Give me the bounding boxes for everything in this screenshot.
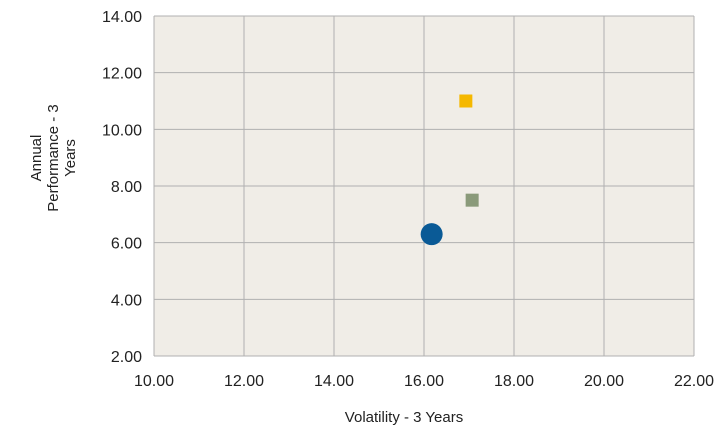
y-tick-label: 10.00 xyxy=(102,122,142,139)
grid-lines xyxy=(153,15,695,357)
data-point-square xyxy=(459,94,473,108)
x-tick-label: 20.00 xyxy=(584,373,624,390)
y-axis-title-line: Annual xyxy=(28,135,45,182)
y-axis-title-line: Performance - 3 xyxy=(45,104,62,212)
data-point-square xyxy=(465,193,479,207)
y-axis-title: AnnualPerformance - 3Years xyxy=(28,104,79,212)
x-tick-label: 18.00 xyxy=(494,373,534,390)
x-tick-label: 16.00 xyxy=(404,373,444,390)
y-tick-label: 6.00 xyxy=(111,236,142,253)
y-axis-title-line: Years xyxy=(62,139,79,177)
data-point-circle xyxy=(420,223,443,246)
y-tick-label: 8.00 xyxy=(111,179,142,196)
x-axis-title: Volatility - 3 Years xyxy=(345,409,463,426)
x-tick-label: 12.00 xyxy=(224,373,264,390)
data-points xyxy=(420,94,479,246)
y-tick-label: 12.00 xyxy=(102,66,142,83)
x-tick-label: 10.00 xyxy=(134,373,174,390)
y-tick-label: 2.00 xyxy=(111,349,142,366)
y-tick-label: 4.00 xyxy=(111,292,142,309)
x-tick-label: 22.00 xyxy=(674,373,714,390)
y-tick-label: 14.00 xyxy=(102,9,142,26)
x-axis-ticks: 10.00 12.00 14.00 16.00 18.00 20.00 22.00 xyxy=(134,373,714,390)
y-axis-ticks: 2.00 4.00 6.00 8.00 10.00 12.00 14.00 xyxy=(102,9,142,366)
x-tick-label: 14.00 xyxy=(314,373,354,390)
